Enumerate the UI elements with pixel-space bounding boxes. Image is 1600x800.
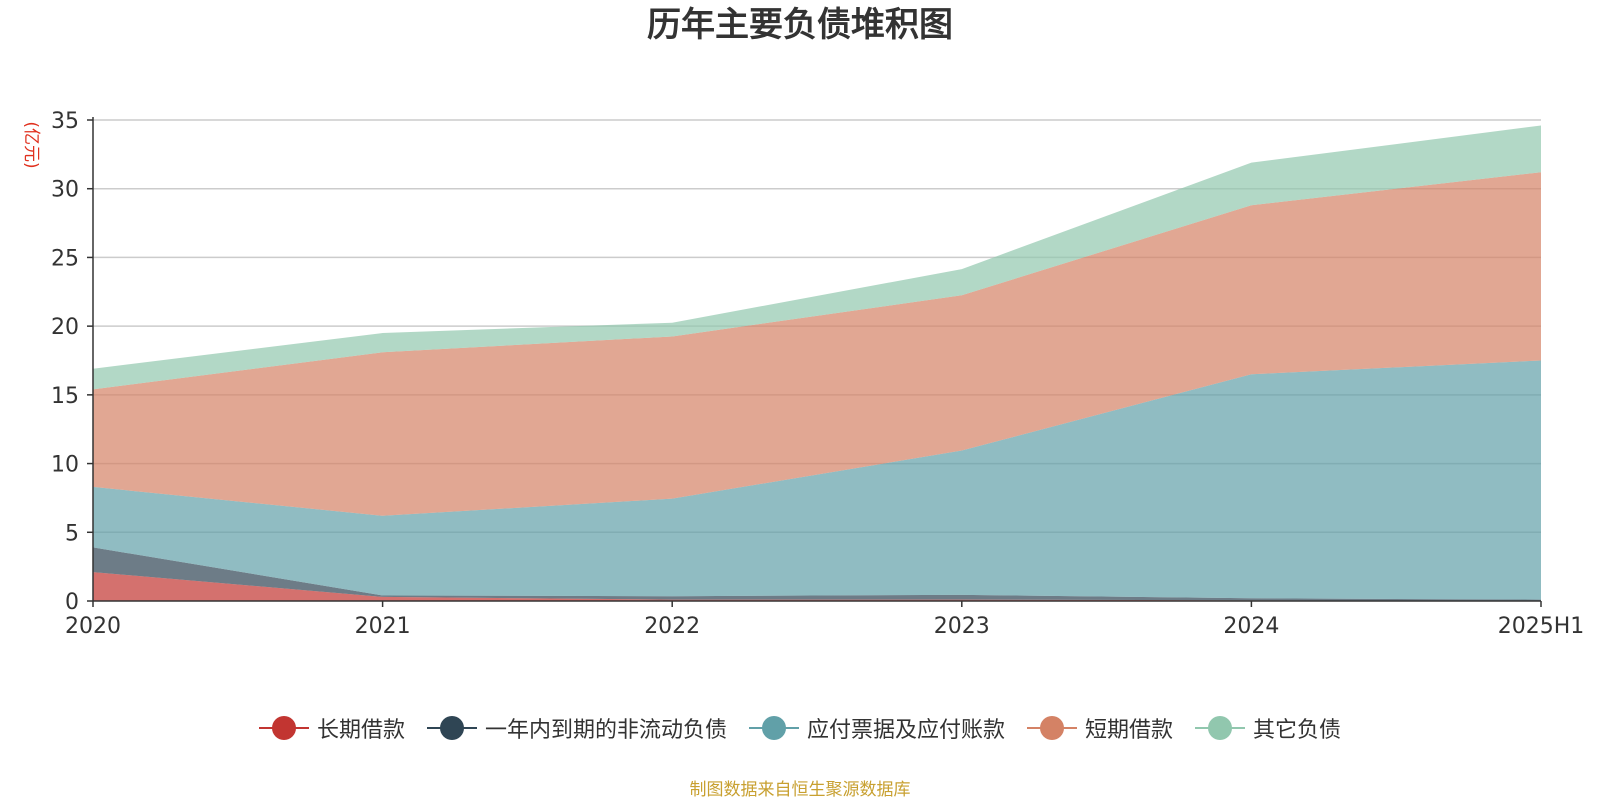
y-tick-label: 35 xyxy=(51,109,79,134)
legend-label: 一年内到期的非流动负债 xyxy=(484,718,727,743)
area-series-0 xyxy=(93,572,1541,601)
legend-label: 长期借款 xyxy=(316,718,405,743)
chart-title: 历年主要负债堆积图 xyxy=(647,5,953,45)
legend-label: 其它负债 xyxy=(1253,718,1342,743)
legend-marker-icon xyxy=(1195,716,1246,740)
legend-item-4[interactable]: 其它负债 xyxy=(1195,712,1341,744)
x-tick-label: 2024 xyxy=(1223,614,1279,639)
area-layer xyxy=(93,125,1541,601)
legend-marker-icon xyxy=(1027,716,1077,740)
area-series-3 xyxy=(93,172,1541,516)
y-axis-label: (亿元) xyxy=(21,121,41,168)
legend-item-2[interactable]: 应付票据及应付账款 xyxy=(748,712,1005,744)
y-tick-label: 30 xyxy=(51,178,79,203)
y-tick-label: 5 xyxy=(65,521,79,546)
y-tick-label: 0 xyxy=(65,590,79,615)
y-tick-label: 25 xyxy=(51,246,79,271)
legend-item-1[interactable]: 一年内到期的非流动负债 xyxy=(426,712,727,744)
legend-marker-icon xyxy=(748,716,799,740)
legend-item-3[interactable]: 短期借款 xyxy=(1027,712,1173,744)
x-tick-label: 2023 xyxy=(934,614,990,639)
legend-marker-icon xyxy=(426,716,477,740)
area-series-4 xyxy=(93,125,1541,390)
x-tick-label: 2021 xyxy=(355,614,411,639)
y-tick-label: 10 xyxy=(51,453,79,478)
area-series-2 xyxy=(93,360,1541,600)
x-tick-label: 2022 xyxy=(644,614,700,639)
source-note: 制图数据来自恒生聚源数据库 xyxy=(689,780,911,800)
x-tick-label: 2025H1 xyxy=(1498,614,1585,639)
x-tick-label: 2020 xyxy=(65,614,121,639)
legend-marker-icon xyxy=(258,716,309,740)
legend: 长期借款 一年内到期的非流动负债 应付票据及应付账款 短期借款 其它负债 xyxy=(0,712,1600,744)
legend-label: 应付票据及应付账款 xyxy=(806,718,1005,743)
legend-item-0[interactable]: 长期借款 xyxy=(258,712,405,744)
y-tick-label: 20 xyxy=(51,315,79,340)
legend-label: 短期借款 xyxy=(1085,718,1174,743)
stacked-area-chart: 0 5 10 15 20 25 30 35 2020 2021 2022 2023 2024 2025H1… xyxy=(21,109,1584,639)
axes: 0 5 10 15 20 25 30 35 2020 2021 2022 2023 2024 2025H1 xyxy=(51,109,1584,639)
y-tick-label: 15 xyxy=(51,384,79,409)
